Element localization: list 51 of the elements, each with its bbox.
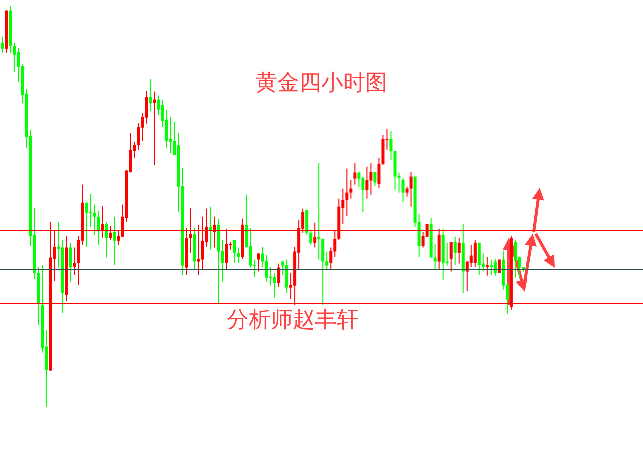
candlestick [69, 242, 72, 282]
candlestick [149, 78, 152, 112]
candlestick [1, 36, 4, 54]
candlestick [165, 109, 168, 148]
candlestick [402, 177, 405, 203]
candlestick [73, 247, 76, 276]
candlestick [474, 240, 477, 268]
candlestick [366, 166, 369, 200]
candlestick [274, 272, 277, 298]
candlestick [169, 116, 172, 154]
candlestick [278, 263, 281, 288]
candlestick [390, 130, 393, 160]
candlestick [318, 162, 321, 260]
candlestick [105, 222, 108, 258]
candlestick [89, 194, 92, 228]
candlestick [322, 238, 325, 306]
candlestick [350, 179, 353, 200]
candlestick [237, 247, 240, 264]
candlestick [145, 90, 148, 124]
candlestick [434, 244, 437, 270]
candlestick [113, 216, 116, 266]
candlestick [454, 236, 457, 266]
candlestick [490, 259, 493, 276]
candlestick [85, 202, 88, 248]
candlestick [358, 171, 361, 188]
candlestick [346, 168, 349, 217]
candlestick [306, 210, 309, 236]
candlestick [478, 242, 481, 276]
candlestick [354, 162, 357, 186]
annotation: 分析师赵丰轩 [226, 307, 360, 335]
candlestick [153, 91, 156, 166]
candlestick [97, 210, 100, 246]
candlestick [266, 254, 269, 282]
candlestick [378, 157, 381, 189]
candlestick [13, 42, 16, 73]
candlestick [406, 186, 409, 198]
candlestick [370, 162, 373, 196]
candlestick [233, 240, 236, 264]
candlestick [286, 259, 289, 294]
candlestick [257, 252, 260, 272]
candlestick [486, 256, 489, 276]
candlestick [374, 171, 377, 187]
candlestick [410, 171, 413, 208]
candlestick [362, 176, 365, 213]
candlestick [310, 230, 313, 246]
candlestick [514, 240, 517, 278]
candlestick [450, 242, 453, 272]
candlestick [458, 238, 461, 264]
candlestick [93, 204, 96, 236]
candlestick [249, 228, 252, 268]
text: 黄金四小时图 [254, 70, 388, 98]
